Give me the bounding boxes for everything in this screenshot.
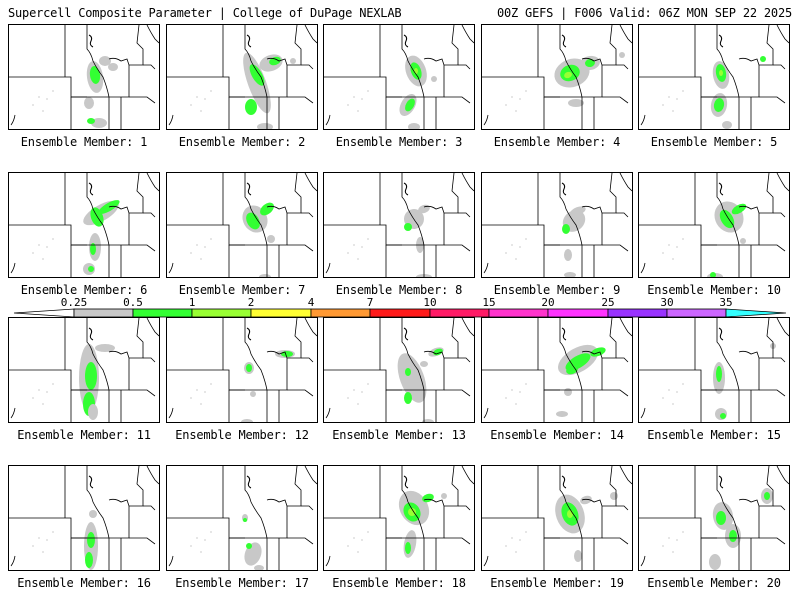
- ensemble-map-panel: [638, 317, 790, 423]
- ensemble-member-label: Ensemble Member: 13: [332, 428, 466, 442]
- colorbar-tick-label: 1: [188, 296, 196, 309]
- colorbar-segment: [488, 308, 549, 318]
- map-plot: [482, 25, 632, 129]
- ensemble-map-panel: [638, 172, 790, 278]
- colorbar-segment: [369, 308, 431, 318]
- ensemble-map-panel: [481, 172, 633, 278]
- map-plot: [639, 173, 789, 277]
- ensemble-map-panel: [638, 24, 790, 130]
- ensemble-member-label: Ensemble Member: 3: [335, 135, 463, 149]
- map-plot: [482, 318, 632, 422]
- map-plot: [324, 318, 474, 422]
- ensemble-map-panel: [8, 24, 160, 130]
- colorbar-segment: [250, 308, 312, 318]
- chart-title: Supercell Composite Parameter | College …: [8, 6, 402, 20]
- ensemble-member-label: Ensemble Member: 12: [175, 428, 309, 442]
- ensemble-member-label: Ensemble Member: 18: [332, 576, 466, 590]
- ensemble-member-label: Ensemble Member: 11: [17, 428, 151, 442]
- ensemble-map-panel: [481, 317, 633, 423]
- ensemble-member-label: Ensemble Member: 17: [175, 576, 309, 590]
- colorbar-segment: [191, 308, 252, 318]
- colorbar-tick-label: 4: [307, 296, 315, 309]
- ensemble-map-panel: [481, 24, 633, 130]
- ensemble-member-label: Ensemble Member: 15: [647, 428, 781, 442]
- ensemble-map-panel: [8, 317, 160, 423]
- model-valid-time: 00Z GEFS | F006 Valid: 06Z MON SEP 22 20…: [496, 6, 792, 20]
- colorbar-segment: [310, 308, 371, 318]
- colorbar-right-cap: [725, 308, 787, 318]
- ensemble-map-panel: [481, 465, 633, 571]
- map-plot: [324, 173, 474, 277]
- ensemble-member-label: Ensemble Member: 16: [17, 576, 151, 590]
- colorbar-segment: [73, 308, 134, 318]
- ensemble-map-panel: [166, 24, 318, 130]
- ensemble-map-panel: [166, 465, 318, 571]
- map-plot: [639, 25, 789, 129]
- map-plot: [324, 466, 474, 570]
- colorbar-tick-label: 25: [601, 296, 615, 309]
- colorbar-tick-label: 0.5: [123, 296, 143, 309]
- ensemble-member-label: Ensemble Member: 8: [335, 283, 463, 297]
- colorbar-segment: [132, 308, 193, 318]
- colorbar-tick-label: 35: [719, 296, 733, 309]
- colorbar-segment: [547, 308, 609, 318]
- colorbar-left-cap: [13, 308, 75, 318]
- map-plot: [167, 173, 317, 277]
- map-plot: [482, 466, 632, 570]
- colorbar-tick-label: 15: [482, 296, 496, 309]
- colorbar-tick-label: 2: [247, 296, 255, 309]
- map-plot: [9, 318, 159, 422]
- ensemble-map-panel: [323, 24, 475, 130]
- colorbar-segment: [607, 308, 668, 318]
- ensemble-map-panel: [323, 317, 475, 423]
- colorbar-segment: [666, 308, 727, 318]
- map-plot: [167, 466, 317, 570]
- colorbar-tick-label: 20: [541, 296, 555, 309]
- ensemble-map-panel: [323, 172, 475, 278]
- ensemble-map-panel: [166, 172, 318, 278]
- map-plot: [324, 25, 474, 129]
- ensemble-map-panel: [638, 465, 790, 571]
- ensemble-member-label: Ensemble Member: 19: [490, 576, 624, 590]
- ensemble-member-label: Ensemble Member: 5: [650, 135, 778, 149]
- colorbar-tick-label: 7: [366, 296, 374, 309]
- ensemble-member-label: Ensemble Member: 10: [647, 283, 781, 297]
- map-plot: [167, 318, 317, 422]
- map-plot: [9, 466, 159, 570]
- colorbar-segment: [429, 308, 490, 318]
- map-plot: [9, 25, 159, 129]
- ensemble-map-panel: [166, 317, 318, 423]
- ensemble-map-panel: [8, 172, 160, 278]
- ensemble-member-label: Ensemble Member: 20: [647, 576, 781, 590]
- map-plot: [639, 318, 789, 422]
- ensemble-map-panel: [8, 465, 160, 571]
- colorbar-tick-label: 30: [660, 296, 674, 309]
- ensemble-member-label: Ensemble Member: 2: [178, 135, 306, 149]
- map-plot: [482, 173, 632, 277]
- ensemble-member-label: Ensemble Member: 9: [493, 283, 621, 297]
- ensemble-member-label: Ensemble Member: 14: [490, 428, 624, 442]
- ensemble-member-label: Ensemble Member: 1: [20, 135, 148, 149]
- colorbar-tick-label: 0.25: [60, 296, 88, 309]
- ensemble-member-label: Ensemble Member: 6: [20, 283, 148, 297]
- map-plot: [167, 25, 317, 129]
- map-plot: [9, 173, 159, 277]
- ensemble-member-label: Ensemble Member: 7: [178, 283, 306, 297]
- map-plot: [639, 466, 789, 570]
- ensemble-map-panel: [323, 465, 475, 571]
- colorbar-tick-label: 10: [423, 296, 437, 309]
- ensemble-member-label: Ensemble Member: 4: [493, 135, 621, 149]
